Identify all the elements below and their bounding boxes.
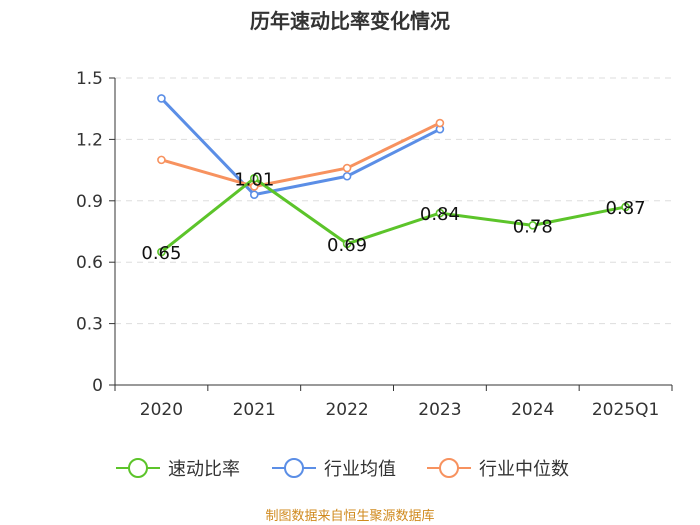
- chart-title: 历年速动比率变化情况: [250, 9, 450, 33]
- data-point: [528, 221, 538, 230]
- series-group: [157, 94, 630, 257]
- legend-marker-icon: [439, 458, 459, 478]
- legend-label: 行业中位数: [479, 459, 569, 480]
- data-point: [621, 202, 630, 212]
- data-point: [342, 163, 352, 173]
- legend-item[interactable]: 行业均值: [272, 458, 396, 480]
- data-point: [157, 155, 166, 165]
- data-point: [342, 239, 352, 249]
- y-tick-label: 1.5: [76, 69, 103, 89]
- data-label: 0.87: [606, 198, 646, 219]
- series-line: [160, 176, 626, 254]
- data-point: [435, 118, 445, 128]
- data-point: [435, 208, 445, 218]
- legend-marker-icon: [128, 458, 148, 478]
- legend-item[interactable]: 行业中位数: [427, 458, 569, 480]
- data-label: 0.78: [513, 216, 553, 237]
- x-tick-label: 2022: [325, 400, 368, 420]
- data-label: 0.69: [327, 235, 367, 256]
- x-tick-label: 2023: [418, 400, 461, 420]
- data-point: [157, 94, 166, 103]
- data-label: 0.84: [420, 204, 460, 225]
- y-tick-label: 0.6: [76, 253, 103, 273]
- source-note: 制图数据来自恒生聚源数据库: [265, 508, 434, 524]
- data-point: [342, 171, 352, 181]
- x-tick-label: 2021: [233, 400, 276, 420]
- y-tick-label: 0.3: [76, 315, 103, 335]
- data-point: [249, 182, 259, 191]
- y-tick-label: 1.2: [76, 130, 103, 150]
- legend[interactable]: 速动比率 行业均值 行业中位数: [116, 458, 569, 480]
- data-label: 0.65: [141, 243, 181, 264]
- x-tick-label: 2025Q1: [592, 400, 659, 420]
- y-tick-label: 0.9: [76, 192, 103, 212]
- series-line: [161, 121, 441, 188]
- legend-marker-icon: [284, 458, 304, 478]
- y-tick-label: 0: [92, 376, 103, 396]
- data-label: 1.01: [234, 169, 274, 190]
- x-tick-label: 2024: [511, 400, 554, 420]
- series-line: [160, 97, 441, 197]
- axes: 0 0.3 0.6 0.9 1.2 1.5 2020 2021 2022 2023 2024 2025…: [76, 69, 673, 420]
- data-point: [157, 247, 166, 257]
- legend-item[interactable]: 速动比率: [116, 458, 240, 480]
- data-point: [249, 173, 259, 183]
- legend-label: 行业均值: [324, 459, 396, 480]
- data-labels: 0.65 1.01 0.69 0.84 0.78 0.87: [141, 169, 645, 264]
- grid-lines: [115, 77, 672, 325]
- data-point: [249, 190, 259, 199]
- x-tick-label: 2020: [140, 400, 183, 420]
- legend-label: 速动比率: [168, 459, 240, 480]
